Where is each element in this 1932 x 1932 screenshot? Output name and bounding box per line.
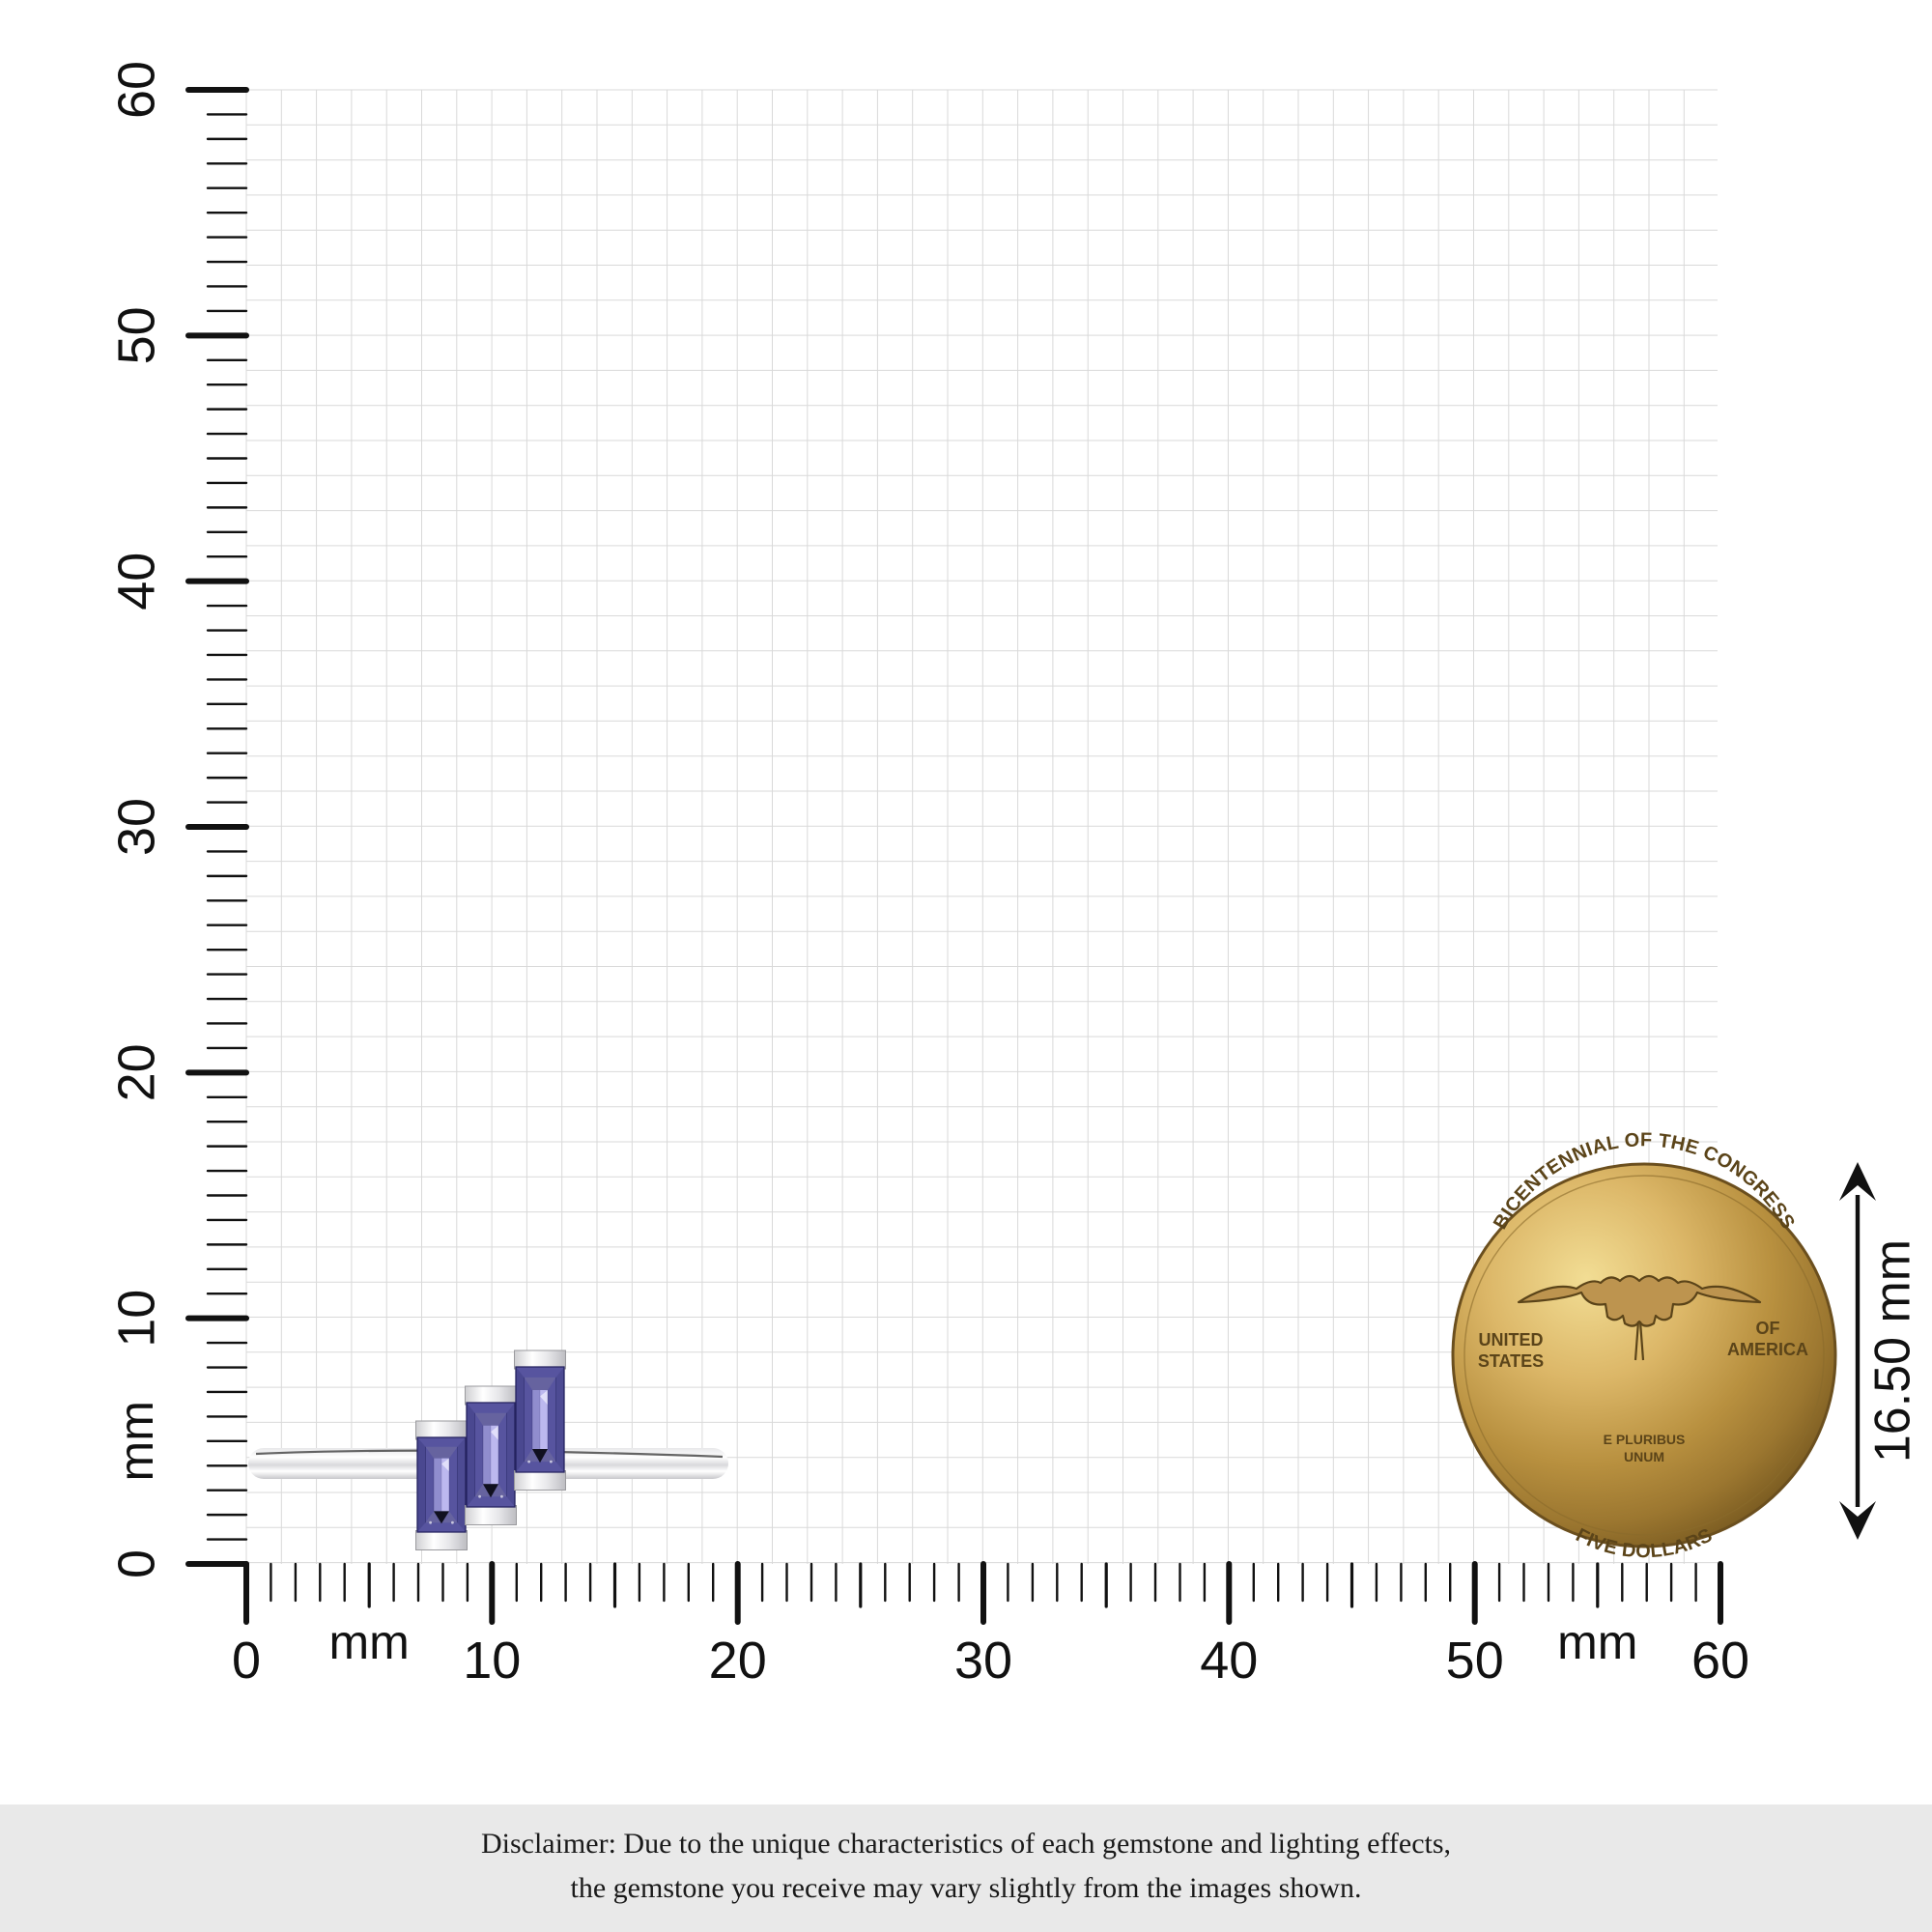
svg-text:10: 10: [107, 1290, 165, 1348]
svg-text:30: 30: [954, 1632, 1012, 1690]
svg-text:0: 0: [232, 1632, 261, 1690]
svg-text:40: 40: [1200, 1632, 1258, 1690]
svg-text:UNITED: UNITED: [1479, 1330, 1544, 1350]
svg-text:40: 40: [107, 553, 165, 611]
svg-text:mm: mm: [329, 1615, 410, 1669]
svg-text:mm: mm: [1557, 1615, 1637, 1669]
svg-text:20: 20: [709, 1632, 767, 1690]
svg-text:50: 50: [107, 306, 165, 364]
svg-text:16.50 mm: 16.50 mm: [1865, 1239, 1921, 1463]
svg-text:0: 0: [107, 1549, 165, 1578]
svg-text:30: 30: [107, 798, 165, 856]
svg-text:50: 50: [1446, 1632, 1504, 1690]
svg-text:10: 10: [463, 1632, 521, 1690]
svg-text:AMERICA: AMERICA: [1727, 1340, 1808, 1359]
svg-text:mm: mm: [109, 1401, 163, 1481]
svg-text:OF: OF: [1756, 1319, 1780, 1338]
svg-text:60: 60: [107, 61, 165, 119]
svg-text:20: 20: [107, 1043, 165, 1101]
svg-text:60: 60: [1691, 1632, 1749, 1690]
svg-text:E PLURIBUS: E PLURIBUS: [1604, 1432, 1686, 1447]
svg-text:UNUM: UNUM: [1624, 1449, 1664, 1464]
svg-text:STATES: STATES: [1478, 1351, 1544, 1371]
